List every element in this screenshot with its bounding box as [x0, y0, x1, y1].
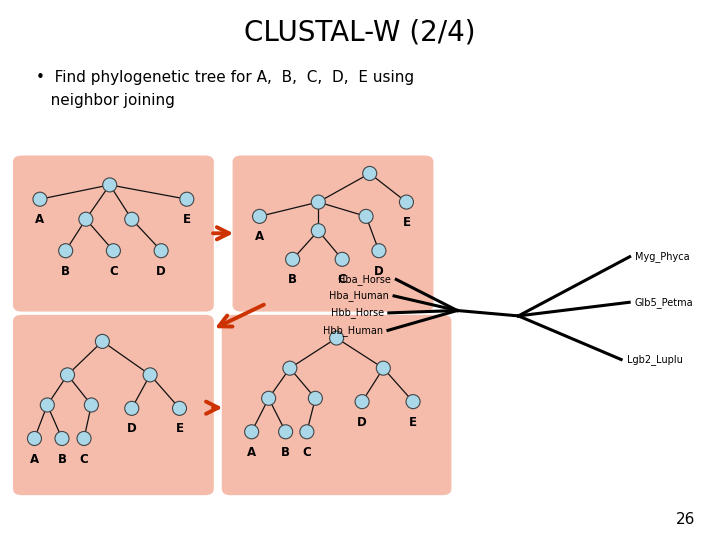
Text: Hbb_Horse: Hbb_Horse	[330, 307, 384, 319]
Ellipse shape	[180, 192, 194, 206]
Ellipse shape	[125, 212, 139, 226]
Ellipse shape	[154, 244, 168, 258]
Ellipse shape	[77, 431, 91, 446]
Text: B: B	[281, 446, 290, 459]
Text: B: B	[288, 273, 297, 286]
Text: Lgb2_Luplu: Lgb2_Luplu	[627, 354, 683, 365]
Ellipse shape	[355, 395, 369, 409]
Ellipse shape	[359, 210, 373, 224]
Text: A: A	[35, 213, 45, 226]
Text: C: C	[302, 446, 311, 459]
Ellipse shape	[300, 425, 314, 439]
Ellipse shape	[40, 398, 54, 412]
FancyBboxPatch shape	[13, 156, 214, 312]
Text: E: E	[176, 422, 184, 435]
FancyBboxPatch shape	[13, 315, 214, 495]
Ellipse shape	[84, 398, 99, 412]
Ellipse shape	[336, 252, 349, 266]
Ellipse shape	[363, 166, 377, 180]
Text: Hba_Human: Hba_Human	[329, 291, 389, 301]
Ellipse shape	[400, 195, 413, 209]
Ellipse shape	[33, 192, 47, 206]
FancyBboxPatch shape	[233, 156, 433, 312]
Text: Myg_Phyca: Myg_Phyca	[636, 251, 690, 262]
Text: CLUSTAL-W (2/4): CLUSTAL-W (2/4)	[244, 19, 476, 47]
Text: neighbor joining: neighbor joining	[36, 93, 175, 108]
Text: A: A	[247, 446, 256, 459]
Text: A: A	[255, 231, 264, 244]
Text: E: E	[409, 416, 417, 429]
Ellipse shape	[372, 244, 386, 258]
Ellipse shape	[245, 425, 258, 439]
Ellipse shape	[286, 252, 300, 266]
Ellipse shape	[55, 431, 69, 446]
Ellipse shape	[58, 244, 73, 258]
Text: E: E	[183, 213, 191, 226]
FancyBboxPatch shape	[222, 315, 451, 495]
Text: Hba_Horse: Hba_Horse	[338, 274, 391, 285]
Ellipse shape	[79, 212, 93, 226]
Text: E: E	[402, 216, 410, 229]
Text: C: C	[338, 273, 346, 286]
Ellipse shape	[308, 392, 323, 406]
Ellipse shape	[261, 392, 276, 406]
Ellipse shape	[27, 431, 42, 446]
Text: •  Find phylogenetic tree for A,  B,  C,  D,  E using: • Find phylogenetic tree for A, B, C, D,…	[36, 70, 414, 85]
Text: B: B	[58, 453, 66, 465]
Text: 26: 26	[675, 511, 695, 526]
Text: D: D	[127, 422, 137, 435]
Ellipse shape	[143, 368, 157, 382]
Text: D: D	[156, 265, 166, 278]
Ellipse shape	[311, 195, 325, 209]
Text: Glb5_Petma: Glb5_Petma	[635, 297, 693, 308]
Text: B: B	[61, 265, 70, 278]
Ellipse shape	[330, 331, 343, 345]
Ellipse shape	[173, 401, 186, 415]
Ellipse shape	[125, 401, 139, 415]
Text: D: D	[357, 416, 367, 429]
Ellipse shape	[107, 244, 120, 258]
Text: C: C	[109, 265, 118, 278]
Text: C: C	[80, 453, 89, 465]
Ellipse shape	[95, 334, 109, 348]
Ellipse shape	[253, 210, 266, 224]
Text: D: D	[374, 265, 384, 278]
Ellipse shape	[103, 178, 117, 192]
Text: Hbb_Human: Hbb_Human	[323, 325, 383, 336]
Ellipse shape	[311, 224, 325, 238]
Ellipse shape	[279, 425, 292, 439]
Ellipse shape	[377, 361, 390, 375]
Ellipse shape	[283, 361, 297, 375]
Text: A: A	[30, 453, 39, 465]
Ellipse shape	[60, 368, 75, 382]
Ellipse shape	[406, 395, 420, 409]
